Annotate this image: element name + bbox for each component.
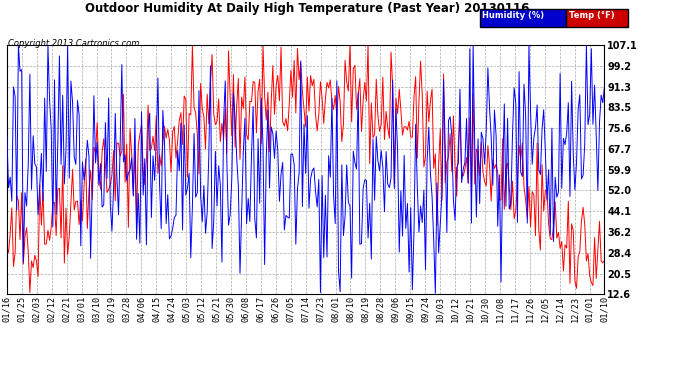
Text: 11/08: 11/08	[495, 296, 504, 322]
Text: 02/12: 02/12	[47, 296, 56, 322]
Text: Temp (°F): Temp (°F)	[569, 11, 614, 20]
Text: 05/30: 05/30	[226, 296, 235, 322]
Text: 01/25: 01/25	[17, 296, 26, 322]
Text: 04/06: 04/06	[137, 296, 146, 322]
Text: 05/03: 05/03	[181, 296, 190, 322]
Text: 03/19: 03/19	[107, 296, 116, 322]
Text: 10/21: 10/21	[466, 296, 475, 322]
Text: 03/10: 03/10	[92, 296, 101, 322]
Text: 06/17: 06/17	[257, 296, 266, 322]
Text: 08/19: 08/19	[361, 296, 370, 322]
Text: 11/17: 11/17	[511, 296, 520, 322]
Text: 08/28: 08/28	[376, 296, 385, 322]
Text: 07/05: 07/05	[286, 296, 295, 322]
Text: 09/06: 09/06	[391, 296, 400, 322]
Text: 03/01: 03/01	[77, 296, 86, 322]
Text: Humidity (%): Humidity (%)	[482, 11, 544, 20]
Text: 05/12: 05/12	[197, 296, 206, 322]
Text: 04/24: 04/24	[167, 296, 176, 322]
Text: 06/08: 06/08	[241, 296, 250, 322]
Text: 12/05: 12/05	[540, 296, 549, 322]
Text: 01/01: 01/01	[585, 296, 594, 322]
Text: 12/14: 12/14	[555, 296, 564, 322]
Text: 07/23: 07/23	[316, 296, 325, 322]
Text: 03/28: 03/28	[122, 296, 131, 322]
Text: Outdoor Humidity At Daily High Temperature (Past Year) 20130116: Outdoor Humidity At Daily High Temperatu…	[85, 2, 529, 15]
Text: 10/12: 10/12	[451, 296, 460, 322]
Text: 08/10: 08/10	[346, 296, 355, 322]
Text: 01/16: 01/16	[2, 296, 12, 322]
Text: 06/26: 06/26	[271, 296, 280, 322]
Text: 09/24: 09/24	[421, 296, 430, 322]
Text: 12/23: 12/23	[570, 296, 579, 322]
Text: Copyright 2013 Cartronics.com: Copyright 2013 Cartronics.com	[8, 39, 139, 48]
Text: 11/26: 11/26	[525, 296, 534, 322]
Text: 04/15: 04/15	[152, 296, 161, 322]
Text: 01/10: 01/10	[600, 296, 609, 322]
Text: 10/03: 10/03	[435, 296, 444, 322]
Text: 07/14: 07/14	[301, 296, 310, 322]
Text: 10/30: 10/30	[480, 296, 489, 322]
Text: 05/21: 05/21	[212, 296, 221, 322]
Text: 02/03: 02/03	[32, 296, 41, 322]
Text: 09/15: 09/15	[406, 296, 415, 322]
Text: 08/01: 08/01	[331, 296, 340, 322]
Text: 02/21: 02/21	[62, 296, 71, 322]
